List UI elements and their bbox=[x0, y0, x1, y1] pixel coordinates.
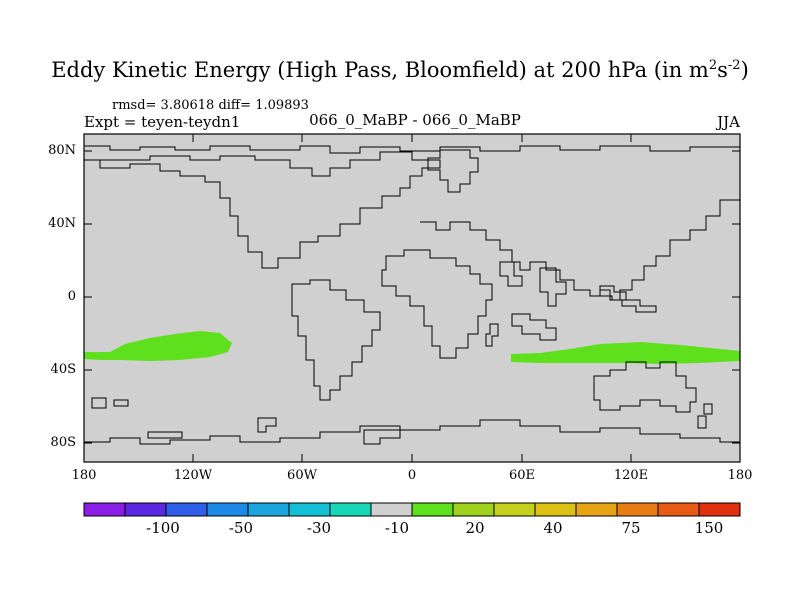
colorbar-box bbox=[247, 502, 290, 517]
colorbar-label: -10 bbox=[384, 519, 410, 537]
colorbar-label: 40 bbox=[543, 519, 563, 537]
lon-label-180w: 180 bbox=[71, 468, 97, 483]
colorbar-box bbox=[657, 502, 700, 517]
experiment-label: Expt = teyen-teydn1 bbox=[84, 113, 241, 131]
anomaly-region-south-indian bbox=[511, 342, 740, 364]
lon-label-180e: 180 bbox=[727, 468, 753, 483]
colorbar-label: 150 bbox=[694, 519, 724, 537]
colorbar-box bbox=[411, 502, 454, 517]
colorbar-box bbox=[83, 502, 126, 517]
colorbar-box bbox=[452, 502, 495, 517]
colorbar-label: 20 bbox=[465, 519, 485, 537]
colorbar-box bbox=[329, 502, 372, 517]
colorbar-box bbox=[370, 502, 413, 517]
lat-label-80n: 80N bbox=[48, 143, 76, 158]
colorbar bbox=[83, 502, 741, 517]
lon-label-0: 0 bbox=[407, 468, 417, 483]
map-background bbox=[84, 134, 740, 462]
colorbar-box bbox=[616, 502, 659, 517]
lon-label-120w: 120W bbox=[173, 468, 213, 483]
colorbar-label: -100 bbox=[146, 519, 180, 537]
colorbar-box bbox=[165, 502, 208, 517]
colorbar-box bbox=[124, 502, 167, 517]
plot-title: Eddy Kinetic Energy (High Pass, Bloomfie… bbox=[51, 58, 749, 82]
axis-ticks bbox=[84, 134, 740, 462]
lon-label-60w: 60W bbox=[287, 468, 317, 483]
lat-label-40s: 40S bbox=[50, 362, 76, 377]
colorbar-label: -30 bbox=[306, 519, 332, 537]
colorbar-box bbox=[575, 502, 618, 517]
anomaly-region-south-pacific bbox=[84, 331, 232, 361]
lat-label-80s: 80S bbox=[50, 435, 76, 450]
colorbar-box bbox=[288, 502, 331, 517]
lat-label-40n: 40N bbox=[48, 216, 76, 231]
colorbar-label: -50 bbox=[228, 519, 254, 537]
colorbar-box bbox=[493, 502, 536, 517]
lon-label-60e: 60E bbox=[508, 468, 536, 483]
lon-label-120e: 120E bbox=[613, 468, 649, 483]
case-label: 066_0_MaBP - 066_0_MaBP bbox=[309, 111, 521, 129]
rmsd-diff-text: rmsd= 3.80618 diff= 1.09893 bbox=[112, 98, 309, 113]
colorbar-label: 75 bbox=[621, 519, 641, 537]
lat-label-0: 0 bbox=[67, 289, 76, 304]
coastlines bbox=[84, 145, 740, 445]
colorbar-box bbox=[534, 502, 577, 517]
colorbar-box bbox=[698, 502, 741, 517]
season-label: JJA bbox=[717, 113, 740, 131]
colorbar-box bbox=[206, 502, 249, 517]
